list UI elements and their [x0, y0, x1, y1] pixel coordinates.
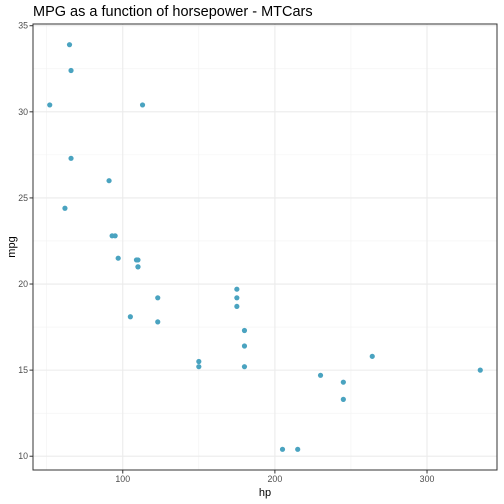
data-point — [317, 372, 324, 378]
data-point — [62, 205, 68, 211]
y-tick-label: 15 — [18, 365, 28, 375]
data-point — [155, 295, 161, 301]
data-point — [196, 364, 202, 370]
data-point — [115, 255, 121, 261]
data-points — [47, 42, 483, 452]
y-tick-label: 10 — [18, 451, 28, 461]
data-point — [133, 257, 140, 263]
y-tick-label: 20 — [18, 279, 28, 289]
data-point — [47, 102, 53, 108]
data-point — [241, 364, 248, 370]
data-point — [279, 446, 286, 452]
plot-panel — [33, 24, 497, 470]
y-tick-label: 25 — [18, 193, 28, 203]
data-point — [196, 358, 202, 365]
plot-border — [32, 23, 498, 471]
data-point — [135, 264, 141, 270]
x-tick-label: 100 — [115, 474, 130, 484]
y-tick-label: 35 — [18, 21, 28, 31]
x-axis-label: hp — [259, 487, 271, 499]
y-axis-label: mpg — [6, 236, 18, 257]
data-point — [139, 102, 146, 108]
data-point — [66, 42, 73, 48]
data-point — [241, 327, 248, 334]
data-point — [155, 319, 161, 325]
data-point — [68, 155, 74, 161]
chart-title: MPG as a function of horsepower - MTCars — [33, 4, 313, 20]
data-point — [477, 367, 483, 373]
x-tick-label: 200 — [268, 474, 283, 484]
y-tick-label: 30 — [18, 107, 28, 117]
data-point — [340, 396, 346, 402]
data-point — [241, 343, 248, 349]
x-axis-ticks: 100 200 300 — [115, 470, 434, 484]
data-point — [112, 233, 118, 239]
data-point — [68, 67, 74, 74]
data-point — [369, 353, 375, 359]
grid-major — [33, 24, 497, 470]
data-point — [295, 446, 301, 452]
data-point — [340, 379, 346, 385]
data-point — [234, 303, 240, 310]
grid-minor — [33, 24, 497, 470]
data-point — [234, 295, 240, 301]
data-point — [106, 178, 112, 184]
x-tick-label: 300 — [420, 474, 435, 484]
y-axis-ticks: 10 15 20 25 30 35 — [18, 21, 33, 461]
data-point — [234, 286, 240, 292]
data-point — [127, 314, 133, 320]
